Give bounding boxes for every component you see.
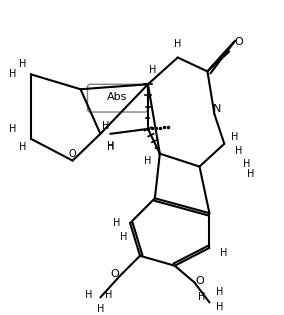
Text: H: H — [105, 290, 112, 301]
Text: H: H — [231, 132, 238, 142]
Text: H: H — [120, 232, 128, 242]
Text: H: H — [9, 124, 17, 134]
Text: H: H — [243, 158, 251, 169]
Text: H: H — [85, 290, 92, 301]
Text: H: H — [216, 288, 223, 297]
Text: H: H — [9, 69, 17, 79]
Text: H: H — [106, 142, 114, 152]
Text: O: O — [111, 269, 120, 279]
Text: N: N — [213, 104, 222, 114]
Text: H: H — [102, 121, 109, 131]
Text: H: H — [106, 141, 114, 151]
Text: O: O — [69, 149, 76, 159]
Text: H: H — [198, 292, 205, 302]
Text: O: O — [235, 37, 244, 47]
Text: H: H — [112, 218, 120, 228]
Text: H: H — [19, 60, 27, 69]
Text: H: H — [149, 66, 156, 75]
Text: O: O — [195, 276, 204, 286]
Text: H: H — [235, 146, 243, 156]
Text: H: H — [247, 169, 255, 179]
Text: H: H — [216, 302, 223, 312]
Text: H: H — [97, 304, 104, 314]
Text: Abs: Abs — [107, 92, 128, 102]
Text: H: H — [144, 156, 152, 166]
Text: H: H — [174, 39, 181, 49]
Text: H: H — [220, 248, 227, 258]
Text: H: H — [19, 142, 27, 152]
